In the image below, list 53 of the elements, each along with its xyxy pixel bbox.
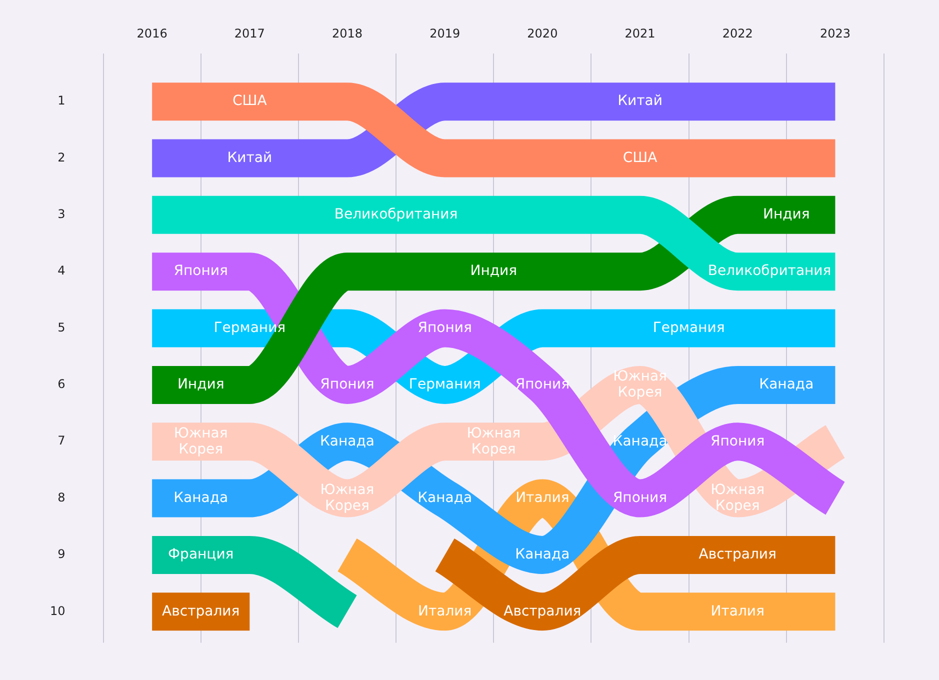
text: Южная Корея <box>613 368 667 401</box>
series-label: Южная Корея <box>710 482 765 514</box>
x-tick-label: 2022 <box>722 26 753 40</box>
x-tick-label: 2023 <box>820 26 850 40</box>
y-tick-label: 8 <box>58 490 66 504</box>
text: Италия <box>710 603 764 620</box>
text: Канада <box>174 490 228 506</box>
series-label: Китай <box>618 93 662 110</box>
text: Канада <box>418 490 472 506</box>
series-label: Индия <box>470 263 518 280</box>
text: Австралия <box>698 546 776 563</box>
text: Южная Корея <box>466 425 521 458</box>
y-tick-label: 2 <box>58 150 66 164</box>
series-label: Великобритания <box>708 263 832 280</box>
text: Великобритания <box>334 206 458 223</box>
series-label: Франция <box>168 546 234 563</box>
text: Япония <box>612 490 668 506</box>
y-tick-label: 5 <box>58 320 66 334</box>
series-label: Канада <box>320 433 375 450</box>
y-tick-label: 4 <box>58 264 66 278</box>
y-tick-label: 10 <box>50 604 66 618</box>
y-tick-label: 9 <box>58 547 66 562</box>
series-label: Германия <box>408 376 481 393</box>
text: Китай <box>227 150 272 166</box>
text: Япония <box>418 320 472 336</box>
text: Япония <box>515 376 570 393</box>
series-label: Австралия <box>504 603 582 620</box>
text: Южная Корея <box>320 482 374 514</box>
x-tick-label: 2016 <box>136 26 168 40</box>
y-tick-label: 3 <box>58 207 66 222</box>
text: Южная Корея <box>174 425 228 458</box>
text: Япония <box>174 263 228 280</box>
text: США <box>622 150 658 166</box>
x-tick-label: 2019 <box>430 26 460 40</box>
x-tick-label: 2018 <box>332 26 363 40</box>
x-tick-label: 2021 <box>624 26 656 40</box>
y-tick-label: 1 <box>58 94 66 108</box>
x-tick-label: 2017 <box>234 26 265 40</box>
text: Индия <box>177 376 224 393</box>
text: Канада <box>515 546 570 563</box>
series-label: США <box>232 93 268 110</box>
text: Австралия <box>162 603 240 620</box>
y-tick-label: 6 <box>58 377 66 392</box>
text: Италия <box>516 490 570 506</box>
text: Канада <box>612 433 668 450</box>
series-label: Италия <box>418 603 472 620</box>
text: Канада <box>759 376 814 393</box>
text: Япония <box>320 376 374 393</box>
x-tick-label: 2020 <box>527 26 558 40</box>
series-label: Япония <box>710 433 765 450</box>
text: Индия <box>762 206 810 223</box>
y-tick-label: 7 <box>58 434 66 448</box>
text: Германия <box>652 320 725 336</box>
